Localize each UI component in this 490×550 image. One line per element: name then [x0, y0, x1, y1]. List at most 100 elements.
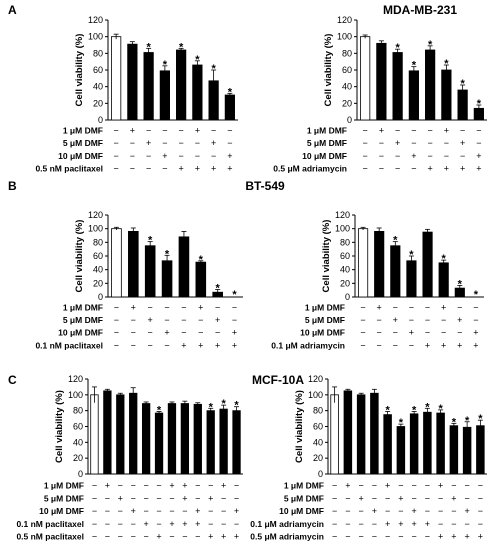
condition-mark: +	[221, 532, 226, 542]
significance-marker: *	[444, 58, 449, 70]
significance-marker: *	[232, 289, 237, 301]
condition-mark: −	[425, 303, 430, 313]
condition-mark: +	[143, 519, 148, 529]
significance-marker: *	[385, 404, 390, 416]
bar	[436, 412, 445, 475]
y-tick-label: 0	[318, 469, 323, 479]
significance-marker: *	[458, 278, 463, 290]
condition-mark: −	[146, 151, 151, 161]
panel-letter: B	[8, 179, 17, 193]
condition-label: 1 μM DMF	[284, 481, 324, 491]
condition-mark: −	[372, 532, 377, 542]
condition-mark: −	[156, 481, 161, 491]
condition-mark: −	[198, 328, 203, 338]
condition-mark: −	[92, 493, 97, 503]
y-tick-label: 100	[337, 32, 352, 42]
condition-mark: −	[460, 151, 465, 161]
significance-marker: *	[148, 235, 153, 247]
condition-mark: −	[148, 303, 153, 313]
bar	[390, 245, 401, 298]
condition-mark: −	[393, 303, 398, 313]
condition-mark: −	[358, 481, 363, 491]
condition-mark: −	[360, 340, 365, 350]
bar	[103, 390, 112, 475]
significance-marker: *	[209, 401, 214, 413]
condition-mark: −	[162, 164, 167, 174]
condition-mark: −	[478, 481, 483, 491]
condition-label: 5 μM DMF	[63, 315, 103, 325]
significance-marker: *	[399, 417, 404, 429]
bar	[141, 403, 151, 475]
condition-mark: −	[114, 340, 119, 350]
condition-mark: −	[143, 532, 148, 542]
condition-mark: +	[457, 315, 462, 325]
bar	[462, 426, 472, 475]
bar	[127, 43, 138, 121]
significance-marker: *	[163, 59, 168, 71]
condition-mark: +	[146, 138, 151, 148]
y-axis-label: Cell viability (%)	[321, 220, 332, 293]
bar	[154, 412, 164, 475]
condition-label: 0.5 nM paclitaxel	[35, 164, 103, 174]
condition-mark: −	[178, 126, 183, 136]
condition-mark: −	[131, 328, 136, 338]
condition-mark: −	[92, 481, 97, 491]
bar	[392, 52, 403, 121]
y-axis-label: Cell viability (%)	[54, 390, 65, 463]
condition-mark: +	[451, 532, 456, 542]
condition-mark: +	[182, 493, 187, 503]
significance-marker: *	[412, 60, 417, 72]
condition-mark: −	[395, 126, 400, 136]
condition-mark: −	[182, 506, 187, 516]
condition-mark: +	[195, 164, 200, 174]
condition-mark: −	[473, 315, 478, 325]
condition-label: 5 μM DMF	[44, 493, 84, 503]
condition-mark: −	[215, 328, 220, 338]
condition-mark: −	[427, 126, 432, 136]
condition-mark: −	[143, 493, 148, 503]
condition-mark: −	[130, 151, 135, 161]
condition-mark: −	[379, 151, 384, 161]
condition-mark: −	[425, 328, 430, 338]
condition-mark: +	[460, 138, 465, 148]
condition-mark: −	[362, 138, 367, 148]
y-tick-label: 80	[342, 48, 352, 58]
bar	[383, 414, 392, 475]
condition-mark: +	[478, 532, 483, 542]
condition-mark: −	[169, 493, 174, 503]
condition-label: 1 μM DMF	[63, 303, 103, 313]
condition-mark: −	[379, 138, 384, 148]
condition-label: 1 μM DMF	[305, 303, 345, 313]
condition-mark: +	[156, 532, 161, 542]
bar	[422, 231, 433, 298]
condition-mark: +	[105, 481, 110, 491]
significance-marker: *	[146, 41, 151, 53]
bar	[232, 410, 241, 475]
bar	[219, 408, 228, 475]
condition-mark: −	[332, 493, 337, 503]
cell-line-title: MCF-10A	[252, 373, 304, 387]
condition-mark: −	[234, 519, 239, 529]
condition-mark: −	[131, 519, 136, 529]
condition-mark: +	[451, 493, 456, 503]
condition-label: 5 μM DMF	[63, 138, 103, 148]
bar	[356, 394, 366, 475]
significance-marker: *	[477, 98, 482, 110]
condition-mark: −	[162, 138, 167, 148]
condition-mark: −	[232, 315, 237, 325]
y-tick-label: 120	[335, 210, 350, 220]
condition-mark: +	[444, 126, 449, 136]
condition-mark: +	[425, 519, 430, 529]
condition-mark: −	[395, 164, 400, 174]
condition-mark: −	[221, 493, 226, 503]
condition-mark: −	[143, 506, 148, 516]
condition-mark: −	[425, 506, 430, 516]
condition-mark: −	[118, 506, 123, 516]
cell-line-title: BT-549	[245, 179, 285, 193]
condition-mark: −	[360, 303, 365, 313]
condition-mark: −	[398, 532, 403, 542]
condition-mark: −	[198, 315, 203, 325]
condition-label: 0.5 nM paclitaxel	[16, 532, 84, 542]
condition-mark: +	[393, 315, 398, 325]
